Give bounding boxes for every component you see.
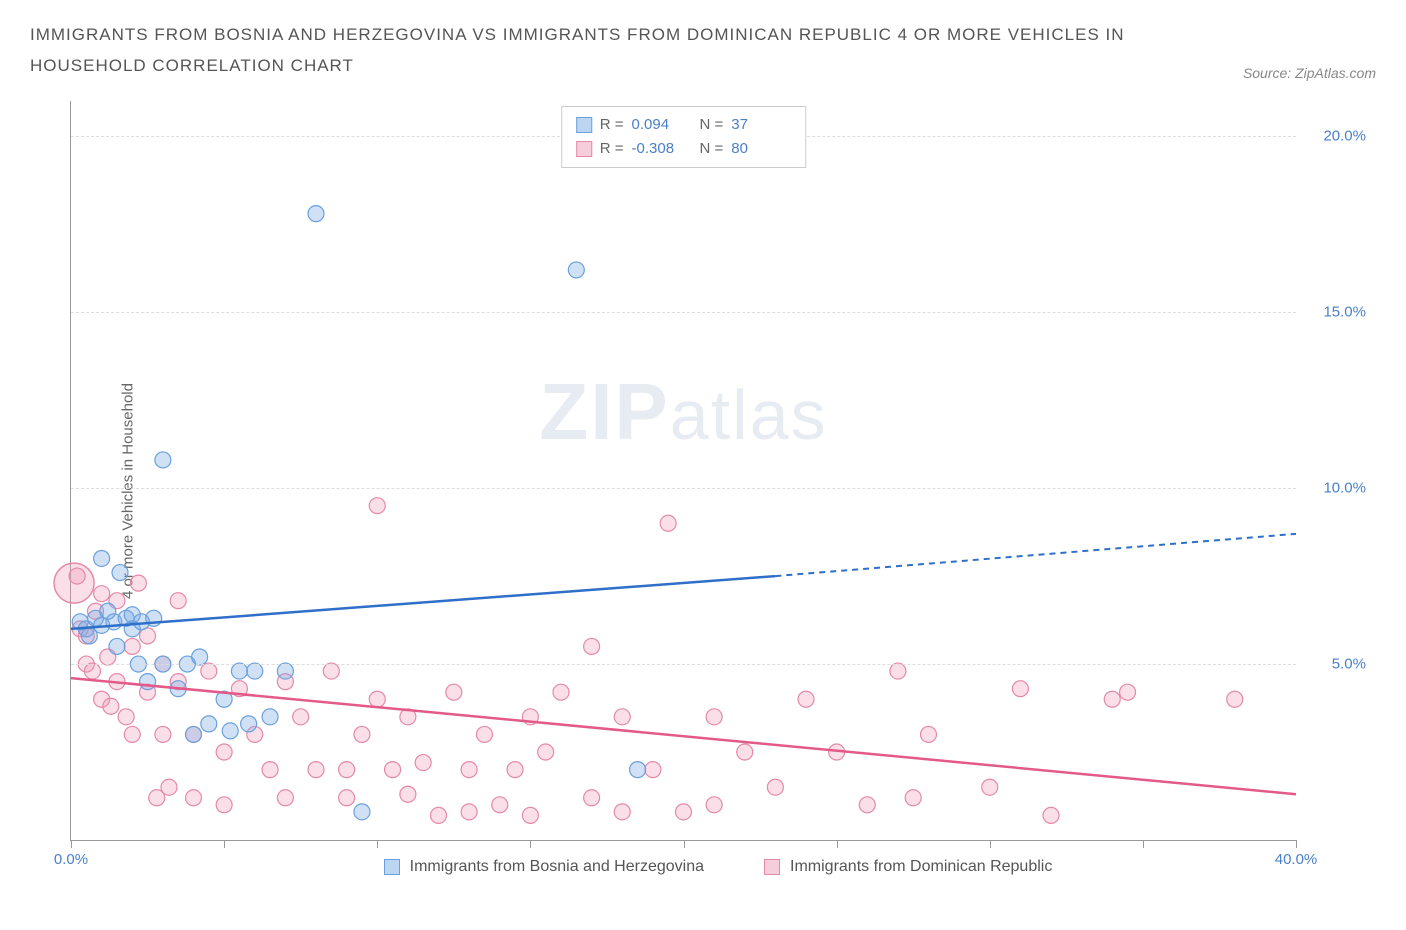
y-tick-label: 15.0%: [1323, 304, 1366, 321]
chart-header: IMMIGRANTS FROM BOSNIA AND HERZEGOVINA V…: [0, 0, 1406, 91]
y-tick-label: 10.0%: [1323, 480, 1366, 497]
n-label: N =: [700, 137, 724, 161]
legend-item-dominican: Immigrants from Dominican Republic: [764, 858, 1052, 876]
plot-svg: [71, 101, 1296, 840]
r-value-bosnia: 0.094: [632, 113, 692, 137]
r-label: R =: [600, 137, 624, 161]
swatch-icon: [384, 859, 400, 875]
legend-row-dominican: R = -0.308 N = 80: [576, 137, 792, 161]
chart-title: IMMIGRANTS FROM BOSNIA AND HERZEGOVINA V…: [30, 20, 1130, 81]
chart-source: Source: ZipAtlas.com: [1243, 65, 1376, 81]
r-value-dominican: -0.308: [632, 137, 692, 161]
r-label: R =: [600, 113, 624, 137]
legend-item-bosnia: Immigrants from Bosnia and Herzegovina: [384, 858, 704, 876]
legend-correlation: R = 0.094 N = 37 R = -0.308 N = 80: [561, 106, 807, 168]
n-value-bosnia: 37: [731, 113, 791, 137]
legend-label-bosnia: Immigrants from Bosnia and Herzegovina: [410, 858, 704, 876]
y-tick-label: 20.0%: [1323, 128, 1366, 145]
y-tick-label: 5.0%: [1332, 656, 1366, 673]
legend-row-bosnia: R = 0.094 N = 37: [576, 113, 792, 137]
plot-area: ZIPatlas R = 0.094 N = 37 R = -0.308 N =…: [70, 101, 1296, 841]
n-label: N =: [700, 113, 724, 137]
swatch-icon: [764, 859, 780, 875]
swatch-bosnia: [576, 117, 592, 133]
swatch-dominican: [576, 141, 592, 157]
n-value-dominican: 80: [731, 137, 791, 161]
chart-container: 4 or more Vehicles in Household ZIPatlas…: [60, 101, 1376, 881]
legend-label-dominican: Immigrants from Dominican Republic: [790, 858, 1052, 876]
legend-series: Immigrants from Bosnia and Herzegovina I…: [60, 858, 1376, 876]
